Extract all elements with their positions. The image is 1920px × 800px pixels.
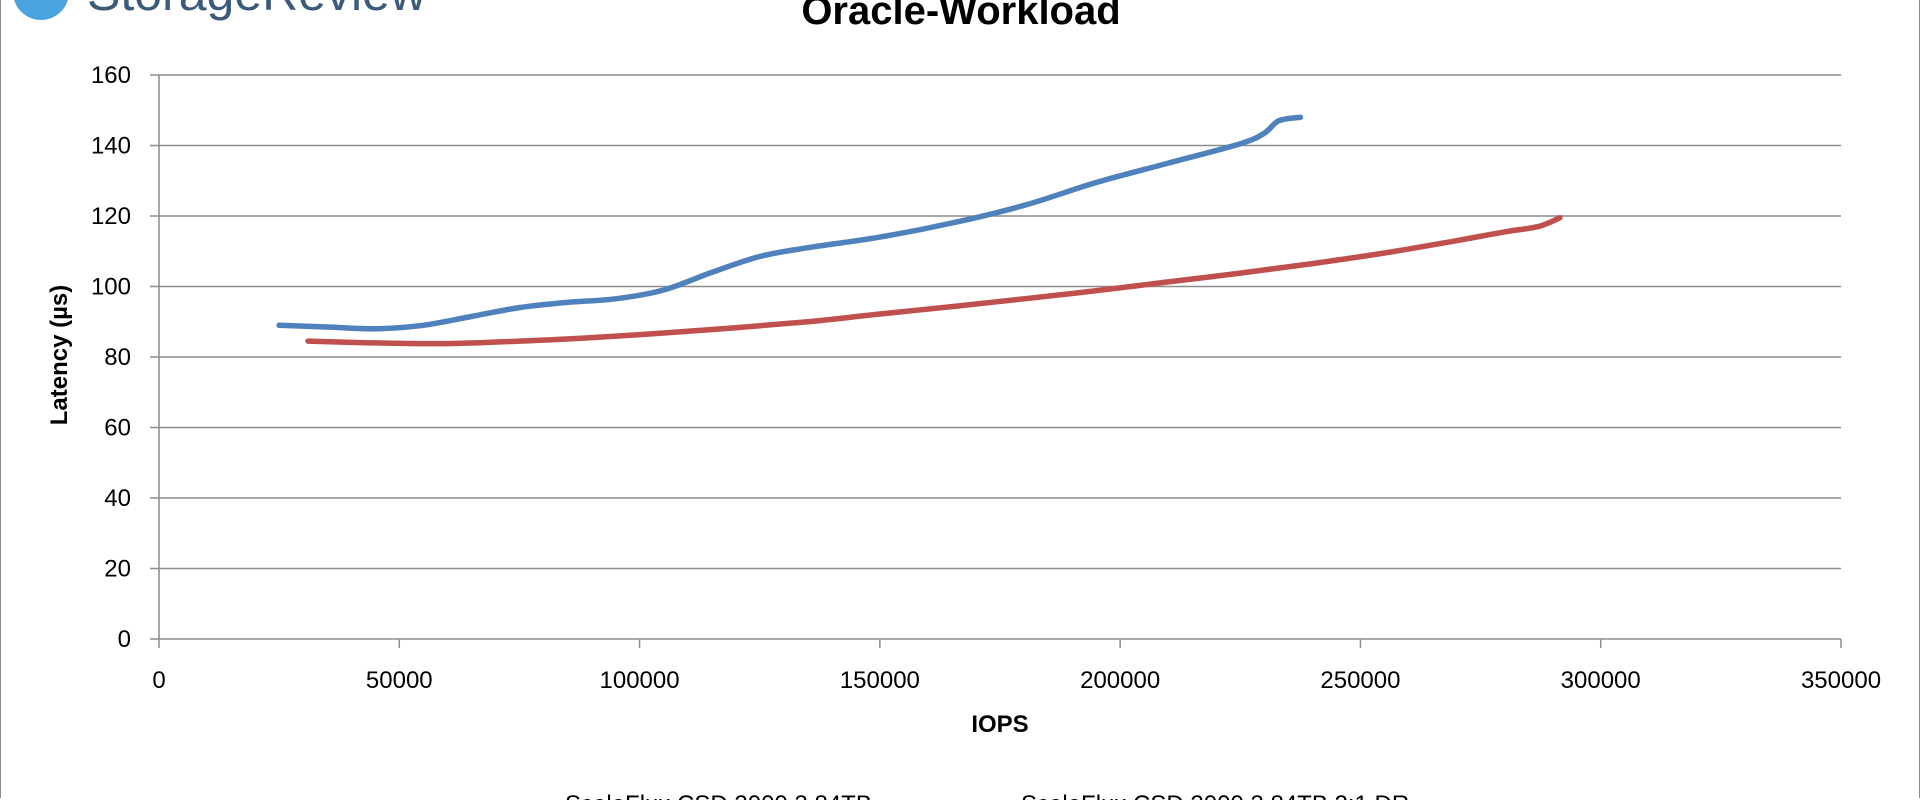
y-tick-labels: 0 20 40 60 80 100 120 140 160 [91,62,131,653]
x-tick-labels: 0 50000 100000 150000 200000 250000 300000 3500… [152,667,1881,694]
legend-label-2: ScaleFlux CSD 2000 3.84TB 2:1 DR [1021,791,1409,800]
y-tick-label: 140 [91,133,131,160]
legend: ScaleFlux CSD 2000 3.84TB ScaleFlux CSD 2… [565,791,1409,800]
x-axis-title: IOPS [971,711,1028,738]
y-tick-label: 0 [118,626,131,653]
x-tick-label: 0 [152,667,165,694]
chart-title: Oracle-Workload [801,0,1120,33]
axes [150,74,1842,648]
y-tick-label: 80 [104,344,131,371]
series-lines [276,114,1563,347]
y-tick-label: 100 [91,274,131,301]
storagereview-logo-icon [14,0,68,20]
y-tick-label: 20 [104,556,131,583]
y-axis-title: Latency (µs) [46,285,73,426]
gridlines [159,74,1841,570]
y-tick-label: 120 [91,203,131,230]
x-tick-label: 250000 [1320,667,1400,694]
series-line-2 [305,215,1563,347]
series-line-1 [276,114,1304,332]
legend-label-1: ScaleFlux CSD 2000 3.84TB [565,791,872,800]
y-tick-label: 40 [104,485,131,512]
x-tick-label: 300000 [1561,667,1641,694]
logo-text: StorageReview [87,0,427,21]
x-tick-label: 200000 [1080,667,1160,694]
y-tick-label: 60 [104,415,131,442]
x-tick-label: 100000 [600,667,680,694]
x-tick-label: 150000 [840,667,920,694]
y-tick-label: 160 [91,62,131,89]
x-tick-label: 50000 [366,667,433,694]
x-tick-label: 350000 [1801,667,1881,694]
storagereview-logo: StorageReview [14,0,427,21]
